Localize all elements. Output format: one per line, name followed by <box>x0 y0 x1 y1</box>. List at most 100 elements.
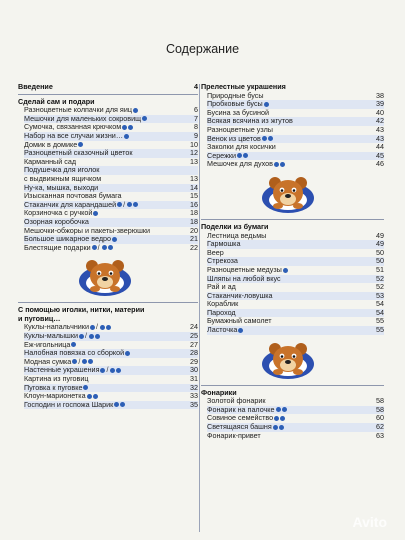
toc-entry[interactable]: Бусина за бусиной 40 <box>207 108 384 118</box>
entry-title: Всякая всячина из жгутов <box>207 116 293 126</box>
toc-entry[interactable]: Картина из пуговиц 31 <box>24 374 198 384</box>
toc-entry[interactable]: Заколки для косички 44 <box>207 142 384 152</box>
toc-entry[interactable]: Разноцветные узлы 43 <box>207 125 384 135</box>
entry-title: Заколки для косички <box>207 142 276 152</box>
toc-entry[interactable]: Мешочки для маленьких сокровищ 7 <box>24 114 198 124</box>
toc-entry[interactable]: Стаканчик-ловушка 53 <box>207 290 384 301</box>
page-number: 58 <box>376 404 384 414</box>
toc-entry[interactable]: Совиное семейство 60 <box>207 414 384 423</box>
left-column: Введение 4 Сделай сам и подари Разноцветные… <box>18 82 198 410</box>
toc-entry[interactable]: Куклы-малышки / 25 <box>24 331 198 341</box>
toc-entry[interactable]: Рай и ад 52 <box>207 282 384 292</box>
page-number: 31 <box>190 374 198 384</box>
toc-entry[interactable]: Пуговка к пуговке 32 <box>24 383 198 393</box>
toc-entry[interactable]: Разноцветный сказочный цветок 12 <box>24 148 198 158</box>
difficulty-dot-icon <box>120 402 126 408</box>
toc-entry[interactable]: Карманный сад 13 <box>24 156 198 167</box>
difficulty-dot-icon <box>91 245 97 251</box>
entry-title: Сделай сам и подари <box>18 96 95 106</box>
entry-title: Разноцветные медузы <box>207 264 282 274</box>
toc-entry[interactable]: Фонарик-привет 63 <box>207 431 384 441</box>
toc-entry[interactable]: Набор на все случаи жизни… 9 <box>24 131 198 141</box>
column-divider <box>199 84 200 532</box>
entry-title: Бумажный самолет <box>207 316 272 326</box>
toc-entry[interactable]: Корзиночка с ручкой 18 <box>24 209 198 218</box>
toc-entry[interactable]: Лестница ведьмы 49 <box>207 231 384 241</box>
toc-entry[interactable]: Большое шикарное ведро 21 <box>24 234 198 244</box>
toc-entry[interactable]: Гармошка 49 <box>207 239 384 249</box>
entry-title: Стаканчик-ловушка <box>207 290 273 300</box>
toc-entry[interactable]: Сережки 45 <box>207 151 384 161</box>
section-heading[interactable]: Сделай сам и подари <box>18 96 198 107</box>
page-number: 29 <box>190 356 198 366</box>
toc-entry[interactable]: Кораблик 54 <box>207 299 384 309</box>
entry-title: Модная сумка <box>24 356 72 366</box>
toc-entry[interactable]: Домик в домике 10 <box>24 140 198 150</box>
toc-entry[interactable]: Стаканчик для карандашей / 16 <box>24 200 198 210</box>
section-heading[interactable]: Введение 4 <box>18 82 198 92</box>
dot-separator: / <box>84 333 87 341</box>
section-heading[interactable]: Фонарики <box>201 388 384 398</box>
toc-entry[interactable]: Господин и госпожа Шарик 35 <box>24 399 198 410</box>
page-number: 18 <box>190 208 198 218</box>
toc-entry[interactable]: Всякая всячина из жгутов 42 <box>207 117 384 126</box>
toc-entry[interactable]: Налобная повязка со сборкой 28 <box>24 348 198 358</box>
toc-entry[interactable]: Озорная коробочка 18 <box>24 217 198 227</box>
page-number: 39 <box>376 99 384 109</box>
entry-title: Господин и госпожа Шарик <box>24 399 114 409</box>
page-number: 28 <box>190 348 198 358</box>
difficulty-dot-icon <box>110 368 116 374</box>
toc-entry[interactable]: Ну-ка, мышка, выходи 14 <box>24 182 198 193</box>
toc-entry[interactable]: Мешочки-обжоры и пакеты-зверюшки 20 <box>24 226 198 236</box>
entry-title: Гармошка <box>207 239 241 249</box>
difficulty-dot-icon <box>122 124 128 130</box>
toc-entry[interactable]: Пробковые бусы 39 <box>207 99 384 109</box>
toc-entry[interactable]: Мешочек для духов 46 <box>207 160 384 169</box>
difficulty-dot-icon <box>263 101 269 107</box>
section-heading[interactable]: С помощью иголки, нитки, материи <box>18 305 198 315</box>
toc-entry[interactable]: Изысканная почтовая бумага 15 <box>24 191 198 201</box>
entry-title: Корзиночка с ручкой <box>24 208 93 218</box>
toc-entry[interactable]: Золотой фонарик 58 <box>207 396 384 406</box>
difficulty-dot-icon <box>128 124 134 130</box>
entry-title: Пробковые бусы <box>207 99 263 109</box>
toc-entry[interactable]: Пароход 54 <box>207 308 384 318</box>
toc-entry[interactable]: Клоун-марионетка 33 <box>24 391 198 401</box>
difficulty-dot-icon <box>273 161 279 167</box>
toc-entry[interactable]: Шляпы на любой вкус 52 <box>207 273 384 284</box>
entry-title: Совиное семейство <box>207 413 274 423</box>
difficulty-dot-icon <box>238 327 244 333</box>
toc-entry[interactable]: Стрекоза 50 <box>207 257 384 266</box>
page-number: 52 <box>376 273 384 283</box>
toc-entry[interactable]: Светящаяся башня 62 <box>207 422 384 432</box>
toc-entry[interactable]: Природные бусы 38 <box>207 91 384 101</box>
toc-entry[interactable]: Бумажный самолет 55 <box>207 317 384 326</box>
toc-entry[interactable]: Блестящие подарки / 22 <box>24 243 198 253</box>
section-heading[interactable]: Поделки из бумаги <box>201 222 384 232</box>
difficulty-dot-icon <box>101 245 107 251</box>
section-heading[interactable]: и пуговиц… <box>18 314 198 324</box>
entry-title: Ну-ка, мышка, выходи <box>24 182 99 192</box>
bear-icon <box>262 176 314 213</box>
toc-entry[interactable]: Подушечка для иголок <box>24 166 198 175</box>
toc-entry[interactable]: с выдвижным ящичком 13 <box>24 174 198 184</box>
toc-entry[interactable]: Венок из цветов 43 <box>207 134 384 144</box>
toc-entry[interactable]: Разноцветные колпачки для яиц 6 <box>24 105 198 115</box>
toc-entry[interactable]: Модная сумка / 29 <box>24 356 198 367</box>
page-number: 13 <box>190 156 198 166</box>
toc-entry[interactable]: Фонарик на палочке 58 <box>207 404 384 415</box>
toc-entry[interactable]: Разноцветные медузы 51 <box>207 264 384 275</box>
toc-entry[interactable]: Настенные украшения / 30 <box>24 366 198 376</box>
difficulty-dot-icon <box>237 153 243 159</box>
page-number: 4 <box>194 82 198 91</box>
toc-entry[interactable]: Еж-игольница 27 <box>24 340 198 350</box>
toc-entry[interactable]: Ласточка 55 <box>207 325 384 335</box>
toc-entry[interactable]: Веер 50 <box>207 248 384 258</box>
toc-entry[interactable]: Куклы-напальчники / 24 <box>24 323 198 332</box>
section-heading[interactable]: Прелестные украшения <box>201 82 384 92</box>
difficulty-dot-icon <box>267 136 273 142</box>
page-number: 46 <box>376 159 384 169</box>
entry-title: Сумочка, связанная крючком <box>24 122 122 132</box>
toc-entry[interactable]: Сумочка, связанная крючком 8 <box>24 123 198 132</box>
page-number: 24 <box>190 322 198 332</box>
